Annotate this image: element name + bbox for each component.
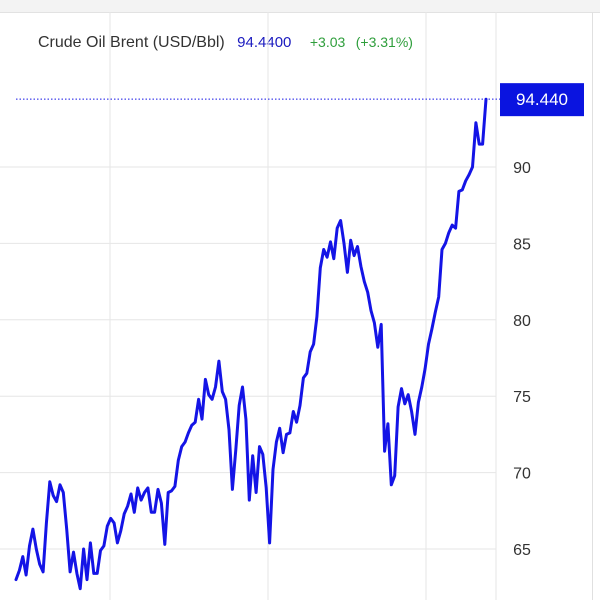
- price-change-percent: (+3.31%): [355, 34, 413, 50]
- y-axis: 65 70 75 80 85 90: [513, 160, 531, 559]
- y-tick-label: 90: [513, 160, 531, 177]
- y-tick-label: 85: [513, 236, 531, 253]
- last-price-badge: 94.440: [500, 83, 584, 117]
- y-tick-label: 65: [513, 542, 531, 559]
- last-price-label: 94.440: [516, 90, 568, 109]
- y-tick-label: 75: [513, 389, 531, 406]
- right-border: [592, 12, 593, 600]
- chart-header: Crude Oil Brent (USD/Bbl) 94.4400 +3.03 …: [38, 34, 413, 52]
- price-line: [14, 97, 488, 591]
- top-strip: [0, 0, 600, 13]
- y-tick-label: 70: [513, 466, 531, 483]
- y-tick-label: 80: [513, 313, 531, 330]
- last-price-badge-bg: [500, 83, 584, 117]
- price-change: +3.03: [309, 34, 346, 50]
- grid: [0, 12, 497, 600]
- chart-title: Crude Oil Brent (USD/Bbl): [38, 34, 225, 51]
- current-price: 94.4400: [237, 34, 292, 51]
